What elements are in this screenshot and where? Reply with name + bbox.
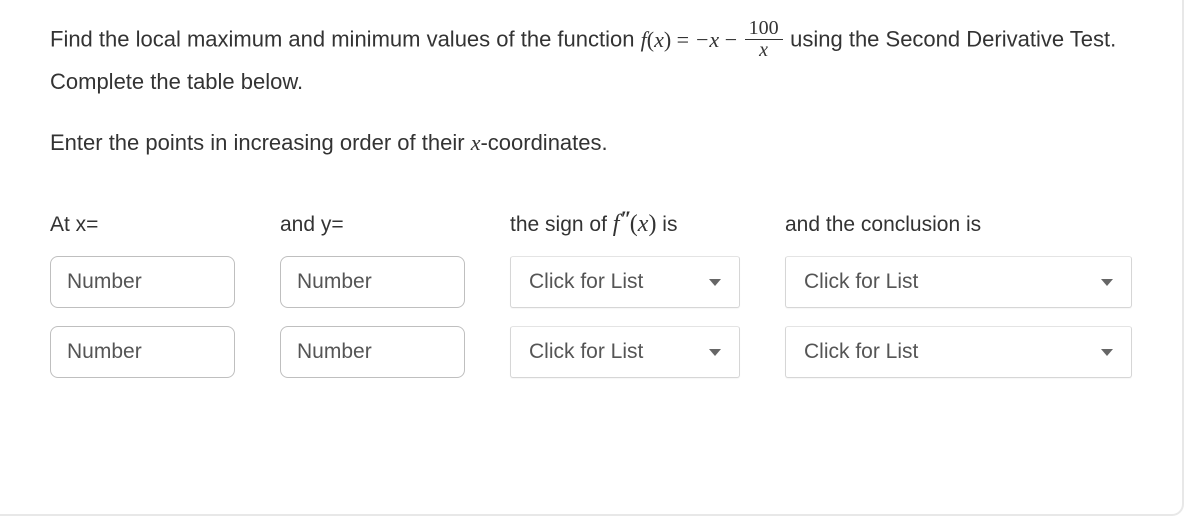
conclusion-dropdown-1[interactable]: Click for List: [785, 256, 1132, 308]
chevron-down-icon: [1101, 349, 1113, 356]
instruction-prefix: Enter the points in increasing order of …: [50, 130, 471, 155]
table-row: Click for List Click for List: [50, 256, 1132, 308]
header-sign-prefix: the sign of: [510, 213, 613, 236]
math-minus: −: [725, 27, 743, 52]
fraction: 100 x: [745, 18, 783, 61]
dropdown-label: Click for List: [804, 340, 918, 364]
sign-dropdown-2[interactable]: Click for List: [510, 326, 740, 378]
math-equals: =: [677, 27, 695, 52]
function-expression: f(x) = −x − 100 x: [641, 27, 791, 52]
fraction-numerator: 100: [745, 18, 783, 40]
math-paren-close: ): [664, 27, 671, 52]
table-header-row: At x= and y= the sign of f′′(x) is and t…: [50, 211, 1132, 238]
question-prefix: Find the local maximum and minimum value…: [50, 27, 641, 52]
math-negx: −x: [695, 27, 720, 52]
dropdown-label: Click for List: [529, 270, 643, 294]
math-x: x: [654, 27, 664, 52]
fpp-primes: ′′: [620, 206, 628, 231]
fpp-f: f: [613, 211, 620, 237]
header-conclusion: and the conclusion is: [785, 213, 1132, 237]
sign-dropdown-1[interactable]: Click for List: [510, 256, 740, 308]
y-input-1[interactable]: [280, 256, 465, 308]
y-input-2[interactable]: [280, 326, 465, 378]
fpp-paren-open: (: [630, 211, 638, 237]
header-at-x: At x=: [50, 213, 235, 237]
header-sign: the sign of f′′(x) is: [510, 211, 740, 238]
dropdown-label: Click for List: [804, 270, 918, 294]
instruction-var: x: [471, 130, 481, 155]
instruction-text: Enter the points in increasing order of …: [50, 130, 1132, 156]
x-input-2[interactable]: [50, 326, 235, 378]
f-double-prime: f′′(x): [613, 211, 657, 237]
dropdown-label: Click for List: [529, 340, 643, 364]
chevron-down-icon: [1101, 279, 1113, 286]
question-container: Find the local maximum and minimum value…: [0, 0, 1184, 516]
math-paren-open: (: [647, 27, 654, 52]
instruction-suffix: -coordinates.: [480, 130, 607, 155]
fpp-x: x: [638, 211, 649, 237]
header-sign-suffix: is: [656, 213, 677, 236]
table-row: Click for List Click for List: [50, 326, 1132, 378]
conclusion-dropdown-2[interactable]: Click for List: [785, 326, 1132, 378]
header-and-y: and y=: [280, 213, 465, 237]
x-input-1[interactable]: [50, 256, 235, 308]
chevron-down-icon: [709, 279, 721, 286]
fraction-denominator: x: [745, 40, 783, 61]
question-text: Find the local maximum and minimum value…: [50, 20, 1132, 100]
answer-table: At x= and y= the sign of f′′(x) is and t…: [50, 211, 1132, 378]
chevron-down-icon: [709, 349, 721, 356]
